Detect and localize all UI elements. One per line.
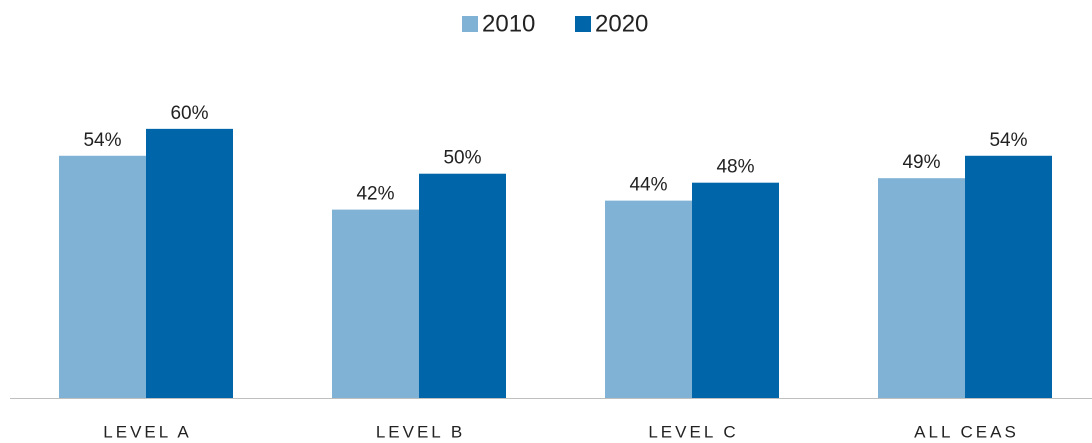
data-label: 50% bbox=[443, 148, 481, 169]
bar bbox=[605, 200, 692, 398]
bar bbox=[59, 155, 146, 398]
data-label: 54% bbox=[83, 130, 121, 151]
data-label: 60% bbox=[170, 103, 208, 124]
bar bbox=[419, 173, 506, 398]
legend-swatch bbox=[575, 16, 591, 32]
data-label: 44% bbox=[629, 175, 667, 196]
bar bbox=[965, 155, 1052, 398]
x-tick-label: LEVEL C bbox=[648, 422, 738, 441]
x-tick-label: LEVEL B bbox=[376, 422, 465, 441]
x-tick-label: LEVEL A bbox=[103, 422, 191, 441]
data-label: 48% bbox=[716, 157, 754, 178]
data-label: 54% bbox=[989, 130, 1027, 151]
legend-label: 2010 bbox=[482, 10, 535, 37]
legend-swatch bbox=[462, 16, 478, 32]
bar bbox=[878, 178, 965, 398]
bar bbox=[332, 209, 419, 398]
legend-label: 2020 bbox=[595, 10, 648, 37]
data-label: 49% bbox=[902, 152, 940, 173]
bar bbox=[146, 128, 233, 398]
bar bbox=[692, 182, 779, 398]
x-tick-label: ALL CEAS bbox=[914, 422, 1019, 441]
data-label: 42% bbox=[356, 184, 394, 205]
